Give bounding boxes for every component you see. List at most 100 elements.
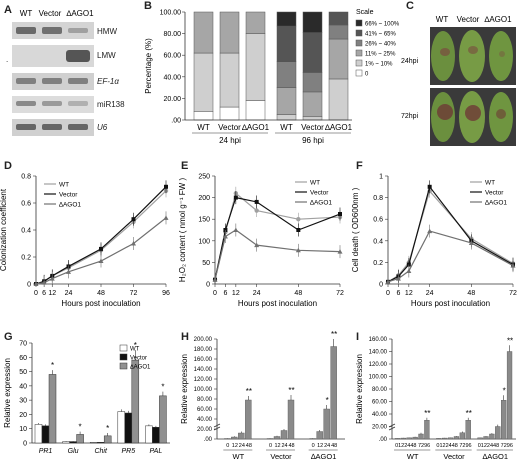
significance-star: ** — [424, 409, 430, 418]
group-label: Vector — [270, 452, 292, 461]
b-bar-segment — [276, 87, 297, 115]
xlabel: Hours post inoculation — [411, 299, 490, 308]
data-point — [296, 217, 301, 222]
data-point — [296, 228, 301, 232]
panel-label-b: B — [144, 0, 152, 12]
chart-g: 0 10 20 30 40 50 60 70 Relative expression * PR1 * G… — [3, 341, 170, 455]
bar — [152, 427, 160, 444]
bar — [103, 435, 112, 444]
bar — [323, 408, 330, 440]
ytick-label: 0.6 — [373, 217, 383, 224]
data-point — [99, 246, 103, 251]
bar — [224, 438, 231, 440]
group-label: WT — [407, 452, 419, 461]
ytick-label: 80.00 — [372, 387, 388, 393]
panel-label-h: H — [181, 331, 189, 343]
b-bar-segment — [245, 33, 266, 101]
b-ytick-label: .00 — [171, 118, 181, 125]
ytick-label: 0.6 — [21, 201, 31, 208]
bar — [316, 431, 323, 440]
ytick-label: 200.00 — [194, 337, 213, 343]
data-point — [510, 263, 516, 268]
b-legend-title: Scale — [356, 9, 374, 16]
legend-label: Vector — [310, 190, 329, 197]
blot-label-hmw: HMW — [97, 27, 117, 36]
ytick-label: 0 — [23, 441, 27, 448]
legend-label: Vector — [59, 192, 78, 199]
legend-label: WT — [130, 347, 140, 353]
bar — [489, 433, 495, 440]
ytick-label: .00 — [379, 437, 388, 443]
ylabel: Cell death ( OD600nm ) — [351, 187, 360, 272]
xtick-label: 12 — [274, 443, 280, 449]
legend-label: WT — [310, 180, 320, 187]
blot-label-lmw: LMW — [97, 51, 116, 60]
data-point — [427, 228, 433, 234]
series-line — [214, 196, 341, 280]
bar — [117, 411, 126, 444]
panel-i: I .00 20.00 40.00 60.00 80.00 100.00 120.00 140… — [350, 325, 520, 470]
xtick-label: 0122448 7296 — [395, 443, 430, 449]
panel-e: E 0 50 100 150 200 250 0 6 12 24 48 72 Hours post in… — [175, 160, 350, 325]
b-bar-segment — [245, 11, 266, 34]
xtick-label: 24 — [324, 443, 330, 449]
ytick-label: 100.00 — [194, 387, 213, 393]
data-point — [98, 258, 104, 264]
blot-label-u6: U6 — [97, 123, 108, 132]
bar — [231, 436, 238, 440]
bar — [418, 433, 424, 440]
b-bar-segment — [219, 106, 240, 121]
bar — [442, 437, 448, 440]
bar — [76, 434, 84, 444]
b-legend-swatch — [355, 59, 363, 67]
panel-label-g: G — [4, 331, 13, 343]
b-bar-segment — [328, 24, 349, 40]
data-point — [212, 277, 218, 282]
legend-label: ∆AGO1 — [310, 200, 332, 207]
bar — [280, 430, 288, 440]
panel-d: D 0 0.2 0.4 0.6 0.8 0 6 12 24 48 72 96 Hours post in… — [0, 160, 175, 325]
ytick-label: 20.00 — [197, 427, 213, 433]
data-point — [395, 276, 401, 281]
gene-label: PR5 — [121, 448, 135, 455]
group-label: Vector — [443, 452, 465, 461]
ytick-label: 0.8 — [373, 195, 383, 202]
xtick-label: 24 — [426, 290, 434, 297]
ytick-label: 60.00 — [372, 400, 388, 406]
b-xtick-label: Vector — [218, 123, 241, 132]
b-ytick-label: 80.00 — [163, 31, 181, 38]
ytick-label: 140.00 — [369, 350, 388, 356]
b-legend-swatch — [355, 69, 363, 77]
data-point — [427, 184, 432, 189]
data-point — [33, 281, 39, 286]
legend-label: Vector — [485, 190, 504, 197]
blot-label-ef: EF-1α — [97, 77, 119, 86]
b-ytick-label: 20.00 — [163, 96, 181, 103]
legend-label: Vector — [130, 356, 147, 362]
b-legend-label: 41% ~ 65% — [365, 32, 397, 38]
data-point — [66, 269, 71, 274]
b-legend-label: 11% ~ 25% — [365, 52, 396, 58]
gene-label: Glu — [68, 448, 79, 455]
bar — [400, 437, 406, 440]
bar — [62, 441, 70, 444]
significance-star: ** — [246, 387, 252, 396]
data-point — [406, 268, 412, 274]
b-ytick-label: 100.00 — [160, 10, 182, 17]
b-legend-swatch — [355, 19, 363, 27]
bar — [287, 399, 295, 440]
xtick-label: 0122448 7296 — [436, 443, 471, 449]
gene-label: PAL — [150, 448, 163, 455]
leaf-row-72: 72hpi — [401, 113, 419, 120]
bar — [483, 436, 489, 440]
bar — [495, 426, 501, 440]
b-bar-segment — [302, 32, 323, 73]
ytick-label: 160.00 — [369, 337, 388, 343]
xtick-label: 12 — [232, 290, 240, 297]
b-legend-label: 26% ~ 40% — [365, 42, 397, 48]
lane-label-ago1: ∆AGO1 — [66, 9, 94, 18]
b-bar-segment — [302, 116, 323, 121]
b-legend-swatch — [355, 49, 363, 57]
xtick-label: 72 — [130, 290, 138, 297]
